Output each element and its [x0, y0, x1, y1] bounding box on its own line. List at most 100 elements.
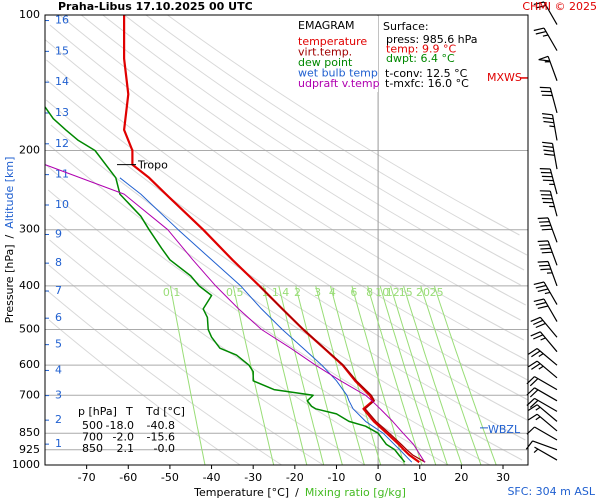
mixing-ratio-label: 3 [314, 286, 321, 299]
tropopause-label: Tropo [137, 159, 168, 172]
surface-line: temp: 9.9 °C [386, 43, 456, 56]
wind-barb [530, 316, 558, 338]
mixing-ratio-line [390, 285, 448, 466]
dry-adiabat [47, 189, 449, 466]
mixing-ratio-label: 8 [366, 286, 373, 299]
table-cell: -0.0 [154, 442, 175, 455]
x-tick-label: 30 [496, 471, 510, 484]
altitude-label: 1 [55, 437, 62, 450]
wind-barb [528, 360, 558, 379]
wind-barb [533, 298, 558, 322]
x-axis-label: Temperature [°C] / Mixing ratio [g/kg] [193, 486, 406, 499]
y-axis-label: Pressure [hPa] / Altitude [km] [3, 157, 16, 324]
dry-adiabat [49, 24, 525, 341]
mixing-ratio-line [433, 285, 497, 466]
x-axis-label-part: Mixing ratio [g/kg] [305, 486, 406, 499]
mixing-ratio-label: 0.1 [163, 286, 181, 299]
plot-frame [44, 14, 529, 466]
x-tick-label: -70 [78, 471, 96, 484]
legend-entry: dew point [298, 56, 353, 69]
x-tick-label: 0 [375, 471, 382, 484]
mixing-ratio-line [278, 285, 325, 466]
altitude-label: 3 [55, 389, 62, 402]
profile-line [44, 106, 406, 463]
table-cell: 2.1 [117, 442, 135, 455]
y-axis-label-part: / [3, 234, 16, 238]
y-tick-label: 600 [19, 358, 40, 371]
mixing-ratio-line [169, 285, 206, 466]
legend-title: EMAGRAM [298, 19, 355, 32]
mixing-ratio-line [420, 285, 482, 466]
y-tick-label: 1000 [12, 458, 40, 471]
mixing-ratio-line [329, 285, 382, 466]
x-axis-label-part: / [295, 486, 299, 499]
dry-adiabat [45, 164, 491, 466]
table-cell: 500 [82, 419, 103, 432]
x-tick-label: -50 [161, 471, 179, 484]
wind-barb [537, 240, 558, 266]
wind-barb [533, 446, 558, 461]
y-axis-label-part: Pressure [hPa] [3, 244, 16, 323]
mixing-ratio-label: 6 [350, 286, 357, 299]
wind-barb [533, 1, 558, 25]
x-tick-label: 20 [454, 471, 468, 484]
altitude-label: 8 [55, 256, 62, 269]
y-tick-label: 925 [19, 443, 40, 456]
table-header: T [125, 405, 133, 418]
mixing-ratio-label: 1.4 [272, 286, 290, 299]
mixing-ratio-label: 20 [416, 286, 430, 299]
surface-line: t-conv: 12.5 °C [385, 67, 468, 80]
legend-box [293, 16, 378, 92]
y-axis-label-part: Altitude [km] [3, 157, 16, 229]
mixing-ratio-line [367, 285, 423, 466]
surface-line: t-mxfc: 16.0 °C [385, 77, 469, 90]
wind-barb [542, 141, 558, 170]
dry-adiabat [48, 144, 523, 461]
surface-line: press: 985.6 hPa [386, 33, 478, 46]
x-axis-label-part: Temperature [°C] [193, 486, 289, 499]
wind-barb [528, 413, 558, 432]
x-tick-label: -30 [244, 471, 262, 484]
altitude-label: 10 [55, 198, 69, 211]
y-tick-label: 100 [19, 8, 40, 21]
wind-barb [538, 55, 558, 81]
table-cell: -2.0 [113, 431, 134, 444]
wind-barb [537, 260, 558, 287]
y-tick-label: 400 [19, 279, 40, 292]
altitude-label: 7 [55, 284, 62, 297]
table-cell: 700 [82, 431, 103, 444]
altitude-label: 13 [55, 106, 69, 119]
x-tick-label: -10 [327, 471, 345, 484]
mixing-ratio-label: 15 [399, 286, 413, 299]
dry-adiabat [167, 14, 520, 236]
table-header: p [hPa] [78, 405, 117, 418]
altitude-label: 4 [55, 363, 62, 376]
mixing-ratio-line [262, 285, 308, 466]
dry-adiabat [46, 59, 528, 381]
mixing-ratio-label: 25 [430, 286, 444, 299]
altitude-label: 9 [55, 227, 62, 240]
wind-barb [533, 27, 558, 51]
copyright: CHMI © 2025 [522, 0, 597, 13]
mixing-ratio-line [295, 285, 343, 466]
table-cell: -40.8 [147, 419, 175, 432]
dry-adiabat [48, 319, 241, 466]
altitude-label: 14 [55, 75, 69, 88]
y-tick-label: 700 [19, 388, 40, 401]
surface-title: Surface: [383, 20, 429, 33]
dry-adiabat [124, 14, 525, 271]
sfc-note: SFC: 304 m ASL [507, 485, 595, 498]
altitude-label: 11 [55, 168, 69, 181]
mxws-label: MXWS [487, 71, 522, 84]
wind-barb [539, 86, 558, 114]
mixing-ratio-label: 0.5 [226, 286, 244, 299]
mixing-ratio-line [403, 285, 463, 466]
table-cell: -18.0 [106, 419, 134, 432]
wind-barb [539, 190, 558, 217]
mixing-ratio-line [232, 285, 275, 466]
table-cell: -15.6 [147, 431, 175, 444]
